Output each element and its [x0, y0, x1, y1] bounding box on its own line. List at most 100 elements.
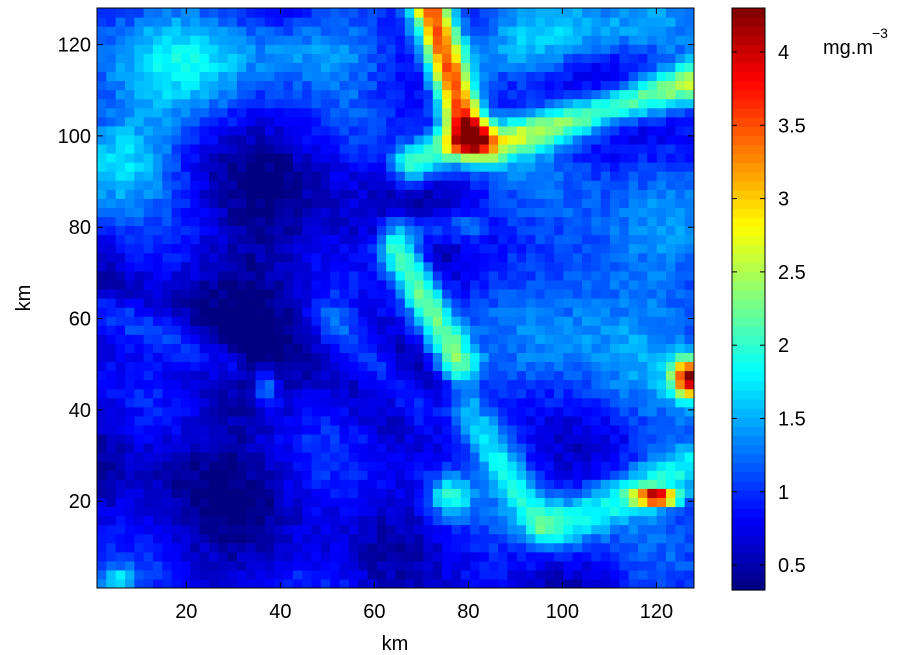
heatmap-cell	[628, 524, 639, 535]
heatmap-cell	[236, 388, 247, 399]
heatmap-cell	[190, 243, 201, 254]
heatmap-cell	[432, 506, 443, 517]
heatmap-cell	[619, 98, 630, 109]
heatmap-cell	[451, 569, 462, 580]
heatmap-cell	[124, 62, 135, 73]
colorbar-swatch	[732, 299, 765, 309]
heatmap-cell	[591, 261, 602, 272]
heatmap-cell	[404, 125, 415, 136]
heatmap-cell	[423, 26, 434, 36]
heatmap-cell	[124, 361, 135, 372]
heatmap-cell	[218, 8, 229, 18]
heatmap-cell	[675, 216, 686, 227]
heatmap-cell	[283, 533, 294, 544]
heatmap-cell	[208, 189, 219, 199]
heatmap-cell	[488, 497, 499, 508]
heatmap-cell	[535, 107, 546, 118]
heatmap-cell	[432, 578, 443, 588]
heatmap-cell	[414, 415, 425, 426]
heatmap-cell	[442, 89, 453, 100]
heatmap-cell	[106, 524, 117, 535]
heatmap-cell	[311, 551, 322, 562]
heatmap-cell	[199, 8, 210, 18]
heatmap-cell	[675, 424, 686, 435]
heatmap-cell	[339, 71, 350, 82]
heatmap-cell	[451, 98, 462, 109]
heatmap-cell	[208, 216, 219, 227]
heatmap-cell	[404, 53, 415, 63]
heatmap-cell	[526, 497, 537, 508]
heatmap-cell	[470, 171, 481, 181]
heatmap-cell	[404, 533, 415, 544]
heatmap-cell	[666, 388, 676, 399]
heatmap-cell	[395, 207, 406, 218]
heatmap-cell	[236, 334, 247, 344]
heatmap-cell	[134, 506, 145, 517]
heatmap-cell	[358, 542, 369, 553]
heatmap-cell	[246, 433, 257, 444]
heatmap-cell	[554, 143, 565, 154]
heatmap-cell	[124, 307, 135, 317]
heatmap-cell	[507, 533, 518, 544]
heatmap-cell	[507, 433, 518, 444]
heatmap-cell	[292, 515, 303, 526]
heatmap-cell	[180, 216, 191, 227]
heatmap-cell	[647, 153, 658, 163]
heatmap-cell	[358, 35, 369, 45]
heatmap-cell	[152, 551, 163, 562]
heatmap-cell	[274, 162, 285, 172]
heatmap-cell	[554, 370, 565, 381]
heatmap-cell	[684, 443, 694, 453]
heatmap-cell	[367, 343, 378, 353]
heatmap-cell	[264, 370, 275, 381]
heatmap-cell	[199, 234, 210, 245]
heatmap-cell	[638, 252, 648, 263]
heatmap-cell	[591, 488, 602, 498]
heatmap-cell	[516, 288, 527, 299]
heatmap-cell	[414, 44, 425, 54]
heatmap-cell	[647, 171, 658, 181]
heatmap-cell	[591, 497, 602, 508]
heatmap-cell	[236, 17, 247, 27]
heatmap-cell	[106, 234, 117, 245]
heatmap-cell	[544, 288, 555, 299]
heatmap-cell	[320, 8, 331, 18]
heatmap-cell	[264, 515, 275, 526]
heatmap-cell	[283, 107, 294, 118]
heatmap-cell	[236, 569, 247, 580]
heatmap-cell	[647, 415, 658, 426]
heatmap-cell	[218, 569, 229, 580]
heatmap-cell	[572, 189, 583, 199]
heatmap-cell	[610, 71, 620, 82]
heatmap-cell	[274, 125, 285, 136]
heatmap-cell	[591, 424, 602, 435]
heatmap-cell	[274, 216, 285, 227]
heatmap-cell	[628, 569, 639, 580]
heatmap-cell	[134, 107, 145, 118]
heatmap-cell	[666, 361, 676, 372]
heatmap-cell	[246, 80, 257, 91]
heatmap-cell	[386, 288, 397, 299]
heatmap-cell	[208, 533, 219, 544]
colorbar-swatch	[732, 453, 765, 464]
heatmap-cell	[572, 316, 583, 326]
heatmap-cell	[162, 189, 173, 199]
heatmap-cell	[218, 116, 229, 127]
heatmap-cell	[236, 270, 247, 281]
heatmap-cell	[292, 207, 303, 218]
heatmap-cell	[675, 252, 686, 263]
heatmap-cell	[647, 71, 658, 82]
heatmap-cell	[684, 26, 694, 36]
heatmap-cell	[292, 533, 303, 544]
heatmap-cell	[320, 352, 331, 363]
heatmap-cell	[656, 153, 667, 163]
heatmap-cell	[619, 488, 630, 498]
heatmap-cell	[124, 334, 135, 344]
heatmap-cell	[246, 461, 257, 471]
heatmap-cell	[526, 370, 537, 381]
heatmap-cell	[283, 207, 294, 218]
heatmap-cell	[460, 89, 471, 100]
heatmap-cell	[619, 334, 630, 344]
heatmap-cell	[414, 352, 425, 363]
heatmap-cell	[442, 433, 453, 444]
